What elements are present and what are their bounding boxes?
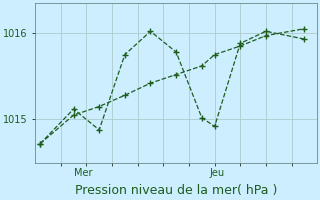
- X-axis label: Pression niveau de la mer( hPa ): Pression niveau de la mer( hPa ): [75, 184, 277, 197]
- Text: Mer: Mer: [74, 168, 92, 178]
- Text: Jeu: Jeu: [210, 168, 225, 178]
